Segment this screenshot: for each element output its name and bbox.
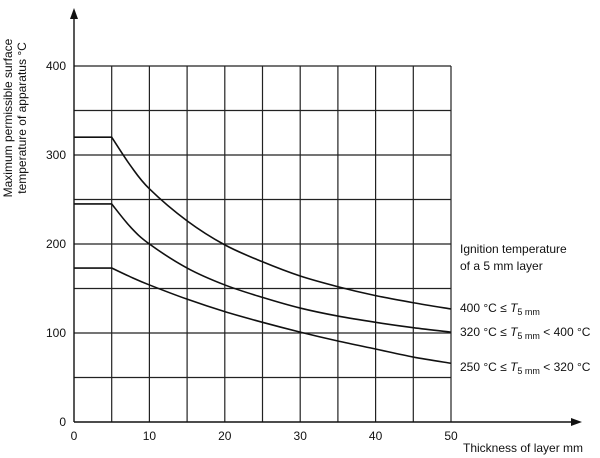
x-tick-label: 30 [294, 429, 308, 443]
legend-title-line-1: Ignition temperature [460, 242, 567, 256]
legend-entry-1: 400 °C ≤ T5 mm [460, 301, 540, 317]
y-axis-label-line-1: Maximum permissible surface [1, 38, 15, 197]
y-tick-label: 100 [46, 326, 66, 340]
legend-title-line-2: of a 5 mm layer [460, 259, 543, 273]
y-tick-label: 400 [46, 59, 66, 73]
grid [74, 65, 452, 422]
y-axis-label-line-2: temperature of apparatus °C [15, 42, 29, 194]
y-tick-label: 200 [46, 237, 66, 251]
axis-labels: Thickness of layer mm Maximum permissible… [1, 38, 583, 455]
y-axis-arrow [70, 8, 78, 19]
x-axis-label: Thickness of layer mm [463, 441, 583, 455]
series-line-1 [74, 136, 452, 310]
legend-entry-3: 250 °C ≤ T5 mm < 320 °C [460, 360, 591, 376]
legend: Ignition temperature of a 5 mm layer 400 °… [460, 242, 591, 376]
axes [70, 8, 582, 426]
x-tick-label: 40 [369, 429, 383, 443]
x-tick-label: 20 [218, 429, 232, 443]
x-tick-label: 10 [143, 429, 157, 443]
tick-labels: 0 10 20 30 40 50 0 100 200 300 400 [46, 59, 458, 443]
series-line-3 [74, 267, 452, 365]
x-axis-arrow [571, 418, 582, 426]
x-tick-label: 50 [444, 429, 458, 443]
y-tick-label: 0 [59, 415, 66, 429]
legend-entry-2: 320 °C ≤ T5 mm < 400 °C [460, 325, 591, 341]
curves [74, 136, 452, 365]
series-line-2 [74, 203, 452, 333]
y-tick-label: 300 [46, 148, 66, 162]
x-tick-label: 0 [71, 429, 78, 443]
